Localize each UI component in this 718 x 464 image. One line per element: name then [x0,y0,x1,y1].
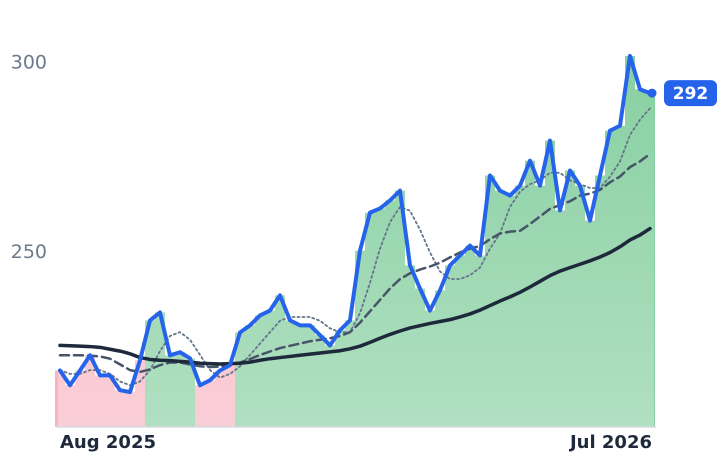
series-line [58,152,652,374]
x-tick-label: Aug 2025 [60,432,156,453]
fade [58,40,654,427]
y-tick-label: 300 [11,51,47,73]
series-line [58,226,652,366]
series-line [58,53,652,395]
y-tick-label: 250 [11,241,47,263]
series-line [59,107,651,387]
value-badge [664,80,717,107]
x-tick-label: Jul 2026 [568,432,652,453]
last-point [647,88,657,98]
value-label: 292 [673,84,709,104]
